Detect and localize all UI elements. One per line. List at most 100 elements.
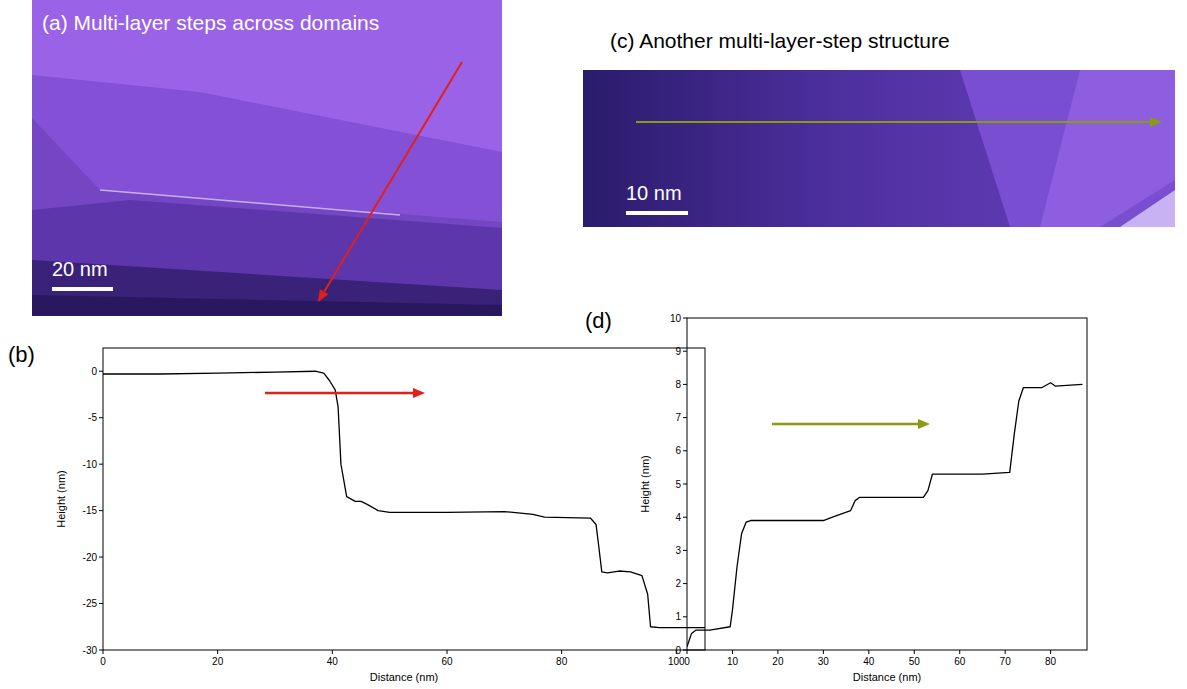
profile-line — [103, 371, 705, 627]
terrace — [32, 200, 502, 316]
x-tick-label: 10 — [727, 656, 739, 667]
x-tick — [217, 650, 218, 654]
y-tick-label: 4 — [675, 512, 681, 523]
arrow-shaft — [265, 392, 413, 395]
y-tick-label: -30 — [83, 645, 98, 656]
y-tick — [683, 650, 687, 651]
x-tick — [561, 650, 562, 654]
afm-image: (c) Another multi-layer-step structure 10… — [583, 29, 1175, 227]
y-tick-label: 3 — [675, 545, 681, 556]
y-tick — [683, 550, 687, 551]
image-content — [583, 70, 1175, 227]
y-tick — [99, 371, 103, 372]
y-tick — [99, 510, 103, 511]
plot-frame — [103, 348, 705, 650]
y-tick — [683, 318, 687, 319]
figure: (a) Multi-layer steps across domains 20 n… — [0, 0, 1187, 689]
y-tick-label: 8 — [675, 379, 681, 390]
panel-title: (c) Another multi-layer-step structure — [610, 29, 950, 52]
x-tick — [1050, 650, 1051, 654]
x-axis-title: Distance (nm) — [853, 671, 921, 683]
x-tick-label: 0 — [100, 656, 106, 667]
arrow — [772, 419, 930, 429]
arrow-shaft — [636, 121, 1150, 123]
y-tick — [99, 557, 103, 558]
arrow-head — [918, 419, 930, 429]
y-axis-title: Height (nm) — [55, 470, 67, 527]
y-tick — [683, 384, 687, 385]
x-tick-label: 60 — [441, 656, 453, 667]
y-tick — [683, 484, 687, 485]
y-tick-label: -15 — [83, 505, 98, 516]
x-tick-label: 40 — [327, 656, 339, 667]
y-tick-label: 7 — [675, 412, 681, 423]
arrow — [265, 388, 425, 398]
y-tick — [683, 517, 687, 518]
line-chart: (b)020406080100-30-25-20-15-10-50Distanc… — [8, 342, 705, 683]
x-tick-label: 80 — [556, 656, 568, 667]
y-tick-label: 9 — [675, 346, 681, 357]
x-tick — [914, 650, 915, 654]
terrace — [1040, 70, 1175, 227]
y-tick — [683, 450, 687, 451]
terrace — [32, 118, 502, 316]
panel-letter: (d) — [585, 308, 612, 333]
arrow — [318, 62, 462, 302]
scale-bar — [52, 287, 113, 291]
y-tick-label: 6 — [675, 445, 681, 456]
panel-letter: (b) — [8, 342, 35, 367]
x-tick-label: 80 — [1045, 656, 1057, 667]
y-tick — [99, 417, 103, 418]
x-tick — [103, 650, 104, 654]
x-tick — [447, 650, 448, 654]
arrow-shaft — [324, 62, 462, 292]
x-tick — [732, 650, 733, 654]
y-tick — [99, 650, 103, 651]
x-tick-label: 50 — [909, 656, 921, 667]
panel-title: (a) Multi-layer steps across domains — [42, 11, 379, 34]
x-tick-label: 30 — [818, 656, 830, 667]
x-tick-label: 100 — [668, 656, 685, 667]
terrace — [32, 0, 502, 316]
afm-image: (a) Multi-layer steps across domains 20 n… — [32, 0, 502, 316]
terrace — [1120, 190, 1175, 227]
y-tick-label: 1 — [675, 611, 681, 622]
y-axis-title: Height (nm) — [639, 455, 651, 512]
plot-frame — [687, 318, 1087, 650]
x-tick-label: 60 — [954, 656, 966, 667]
x-tick — [959, 650, 960, 654]
x-tick-label: 40 — [863, 656, 875, 667]
y-tick-label: 0 — [91, 366, 97, 377]
y-tick-label: -10 — [83, 459, 98, 470]
terrace — [32, 295, 502, 316]
image-content — [32, 0, 502, 316]
y-tick — [683, 417, 687, 418]
y-tick-label: 2 — [675, 578, 681, 589]
scale-bar — [626, 211, 688, 215]
y-tick — [99, 464, 103, 465]
scale-label: 20 nm — [52, 258, 108, 280]
y-tick — [99, 603, 103, 604]
x-tick — [868, 650, 869, 654]
profile-line — [687, 383, 1082, 647]
data-group — [687, 383, 1082, 647]
y-tick-label: 0 — [675, 645, 681, 656]
arrow-head — [413, 388, 425, 398]
x-tick — [332, 650, 333, 654]
arrow-shaft — [772, 423, 918, 426]
x-tick-label: 0 — [684, 656, 690, 667]
y-tick-label: -5 — [88, 412, 97, 423]
arrow — [636, 117, 1162, 127]
x-axis-title: Distance (nm) — [370, 671, 438, 683]
x-tick-label: 70 — [1000, 656, 1012, 667]
y-tick-label: -25 — [83, 598, 98, 609]
terrace — [960, 70, 1175, 227]
y-tick — [683, 351, 687, 352]
y-tick-label: 5 — [675, 479, 681, 490]
terrace — [583, 70, 1175, 227]
x-tick — [687, 650, 688, 654]
scale-label: 10 nm — [626, 182, 682, 204]
data-group — [103, 371, 705, 627]
x-tick — [823, 650, 824, 654]
x-tick — [1005, 650, 1006, 654]
